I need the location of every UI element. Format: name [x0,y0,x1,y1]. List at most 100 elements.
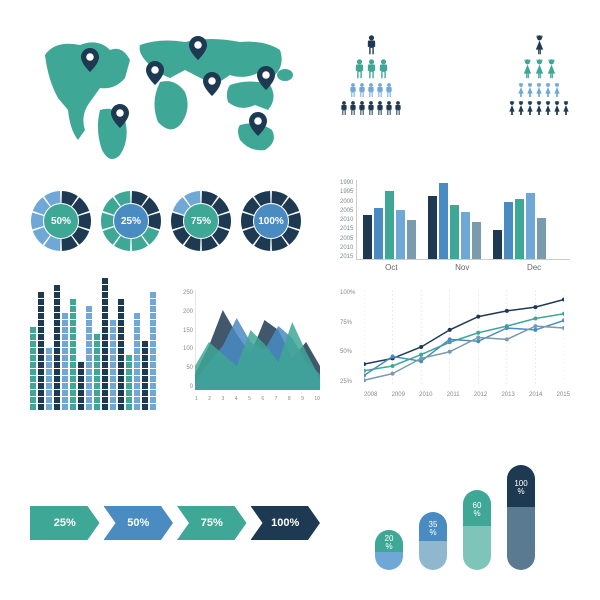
pixel-cell [118,355,124,361]
pixel-cell [118,341,124,347]
map-pin [203,72,221,96]
x-label: Oct [385,263,397,272]
pixel-column [134,313,140,410]
pixel-column [102,278,108,410]
pixel-cell [110,390,116,396]
pixel-cell [150,306,156,312]
pixel-cell [126,383,132,389]
pixel-column [54,285,60,410]
pixel-cell [30,362,36,368]
pixel-cell [86,369,92,375]
x-tick: 2014 [529,392,542,398]
pixel-cell [70,369,76,375]
pill-bar: 20% [375,530,403,570]
pixel-cell [142,397,148,403]
pill-bar: 35% [419,512,447,570]
pixel-cell [150,299,156,305]
donut-chart: 50% [30,190,92,252]
pixel-cell [30,376,36,382]
person-female-icon [522,59,533,81]
person-male-icon [366,59,377,81]
pill-bars: 20%35%60%100% [355,460,555,570]
pixel-cell [102,348,108,354]
pixel-cell [30,355,36,361]
y-tick: 100 [175,346,193,352]
pixel-cell [38,306,44,312]
donut-charts: 50%25%75%100% [30,190,310,252]
donut-chart: 75% [170,190,232,252]
pixel-cell [118,362,124,368]
pixel-cell [118,299,124,305]
y-tick: 1995 [340,189,353,195]
pixel-cell [46,362,52,368]
y-tick: 2005 [340,208,353,214]
area-x-axis: 12345678910 [195,396,320,402]
pill-top: 35% [419,512,447,541]
pixel-cell [62,383,68,389]
pixel-cell [118,348,124,354]
pixel-cell [142,404,148,410]
pixel-cell [86,306,92,312]
pixel-cell [110,327,116,333]
pixel-cell [134,334,140,340]
pixel-cell [142,390,148,396]
pixel-cell [78,376,84,382]
person-female-icon [544,83,552,99]
pixel-cell [94,404,100,410]
pyramid-row [534,35,545,57]
arrow-step: 75% [177,506,247,540]
pyramid-row [340,101,402,117]
pixel-cell [102,369,108,375]
pixel-cell [30,348,36,354]
pixel-cell [102,327,108,333]
pixel-cell [134,369,140,375]
pixel-cell [54,320,60,326]
pixel-cell [110,355,116,361]
x-tick: 6 [261,396,264,402]
donut-label: 50% [30,190,92,252]
pixel-cell [78,404,84,410]
person-male-icon [349,83,357,99]
x-tick: 3 [222,396,225,402]
person-female-icon [544,101,552,117]
grouped-bars [356,180,570,260]
pixel-cell [54,306,60,312]
pixel-cell [78,383,84,389]
pixel-cell [110,334,116,340]
pixel-cell [78,390,84,396]
x-tick: 2013 [501,392,514,398]
pixel-cell [150,369,156,375]
pixel-cell [54,362,60,368]
pill-bar: 100% [507,465,535,570]
y-tick: 2005 [340,236,353,242]
pixel-cell [126,390,132,396]
arrow-label: 75% [201,517,223,529]
pixel-cell [118,334,124,340]
person-male-icon [376,101,384,117]
pixel-cell [70,334,76,340]
person-female-icon [553,101,561,117]
x-tick: 2009 [392,392,405,398]
pixel-cell [70,327,76,333]
map-pin [81,48,99,72]
person-female-icon [517,83,525,99]
pixel-cell [38,390,44,396]
pixel-cell [134,320,140,326]
pixel-cell [54,348,60,354]
x-tick: 1 [195,396,198,402]
y-tick: 150 [175,328,193,334]
person-female-icon [553,83,561,99]
pixel-cell [94,362,100,368]
pixel-cell [94,369,100,375]
pixel-cell [62,348,68,354]
pixel-cell [150,334,156,340]
x-tick: 10 [314,396,320,402]
pixel-cell [30,341,36,347]
arrow-step: 100% [251,506,321,540]
bar-group [428,183,481,259]
bar [515,199,524,259]
pixel-cell [134,404,140,410]
y-tick: 250 [175,290,193,296]
pixel-cell [118,313,124,319]
person-male-icon [394,101,402,117]
